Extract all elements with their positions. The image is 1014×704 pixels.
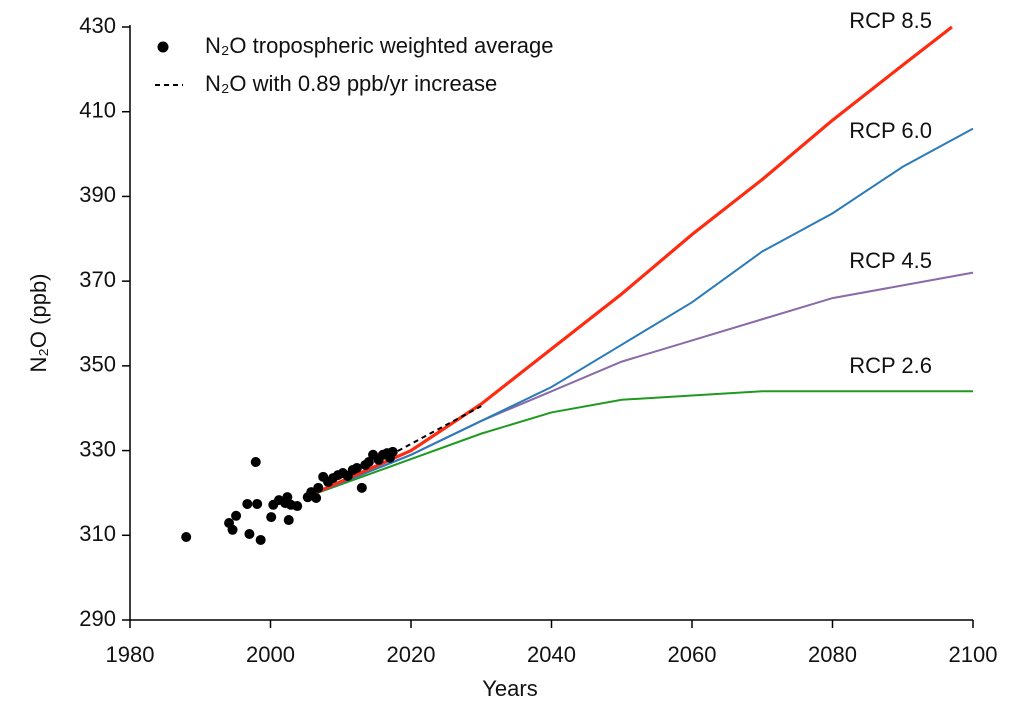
data-point — [283, 515, 294, 526]
x-tick-label: 2100 — [949, 642, 998, 667]
data-point — [363, 457, 374, 468]
data-point — [181, 531, 192, 542]
data-point — [231, 510, 242, 521]
x-tick-label: 1980 — [106, 642, 155, 667]
legend-label: N₂O tropospheric weighted average — [205, 33, 554, 58]
data-point — [244, 529, 255, 540]
data-point — [292, 501, 303, 512]
data-point — [282, 492, 293, 503]
series-line — [305, 127, 974, 499]
y-tick-label: 290 — [79, 606, 116, 631]
data-point — [242, 498, 253, 509]
y-tick-label: 390 — [79, 182, 116, 207]
y-axis-label: N₂O (ppb) — [26, 273, 51, 372]
data-point — [356, 482, 367, 493]
x-tick-label: 2080 — [808, 642, 857, 667]
data-point — [351, 462, 362, 473]
data-point — [387, 446, 398, 457]
series-line — [304, 25, 953, 499]
y-tick-label: 330 — [79, 436, 116, 461]
y-tick-label: 370 — [79, 267, 116, 292]
legend-label: N₂O with 0.89 ppb/yr increase — [205, 71, 497, 96]
y-tick-label: 310 — [79, 521, 116, 546]
y-tick-label: 350 — [79, 352, 116, 377]
data-point — [255, 534, 266, 545]
legend-swatch — [157, 41, 169, 53]
series-label: RCP 2.6 — [849, 353, 932, 378]
series-line — [305, 390, 973, 499]
y-tick-label: 430 — [79, 13, 116, 38]
data-point — [311, 493, 322, 504]
series-line — [305, 271, 974, 499]
data-point — [227, 524, 238, 535]
x-tick-label: 2060 — [668, 642, 717, 667]
data-point — [266, 512, 277, 523]
series-label: RCP 6.0 — [849, 118, 932, 143]
series-label: RCP 8.5 — [849, 8, 932, 33]
data-point — [313, 482, 324, 493]
x-axis-label: Years — [482, 676, 537, 701]
data-point — [252, 498, 263, 509]
data-point — [250, 457, 261, 468]
series-label: RCP 4.5 — [849, 248, 932, 273]
y-tick-label: 410 — [79, 98, 116, 123]
x-tick-label: 2040 — [527, 642, 576, 667]
x-tick-label: 2000 — [246, 642, 295, 667]
x-tick-label: 2020 — [387, 642, 436, 667]
